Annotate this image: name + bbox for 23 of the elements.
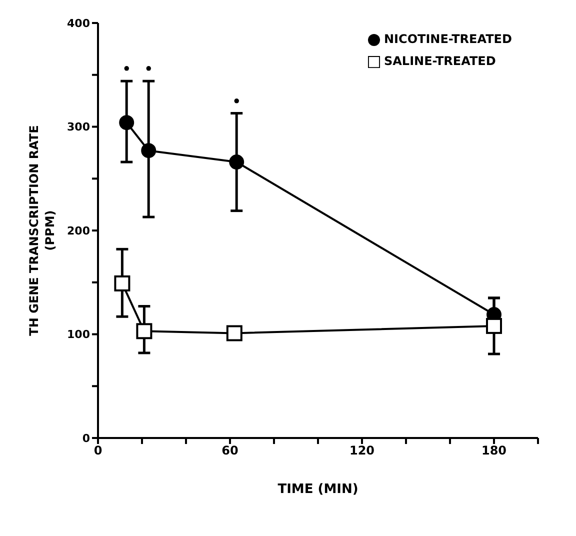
- y-tick-label: 100: [67, 328, 90, 342]
- x-tick-label: 60: [222, 444, 238, 458]
- y-tick-label: 200: [67, 224, 90, 238]
- point: [229, 154, 244, 170]
- point: [486, 318, 502, 334]
- y-tick-label: 300: [67, 120, 90, 134]
- point: [226, 325, 242, 342]
- legend-label: NICOTINE-TREATED: [384, 32, 512, 46]
- annotation: •: [123, 58, 130, 80]
- y-tick-label: 400: [67, 16, 90, 30]
- point: [136, 323, 152, 340]
- x-tick-label: 180: [481, 444, 507, 458]
- point: [119, 115, 134, 130]
- y-axis-title: TH GENE TRANSCRIPTION RATE (PPM): [27, 125, 57, 336]
- point: [114, 275, 130, 292]
- y-tick-label: 0: [82, 432, 90, 445]
- annotation: •: [145, 58, 152, 80]
- legend-label: SALINE-TREATED: [384, 54, 496, 68]
- annotation: •: [233, 90, 240, 112]
- x-tick-label: 120: [349, 444, 375, 458]
- point: [141, 143, 156, 158]
- x-tick-label: 0: [94, 444, 102, 458]
- x-axis-title: TIME (MIN): [278, 482, 358, 497]
